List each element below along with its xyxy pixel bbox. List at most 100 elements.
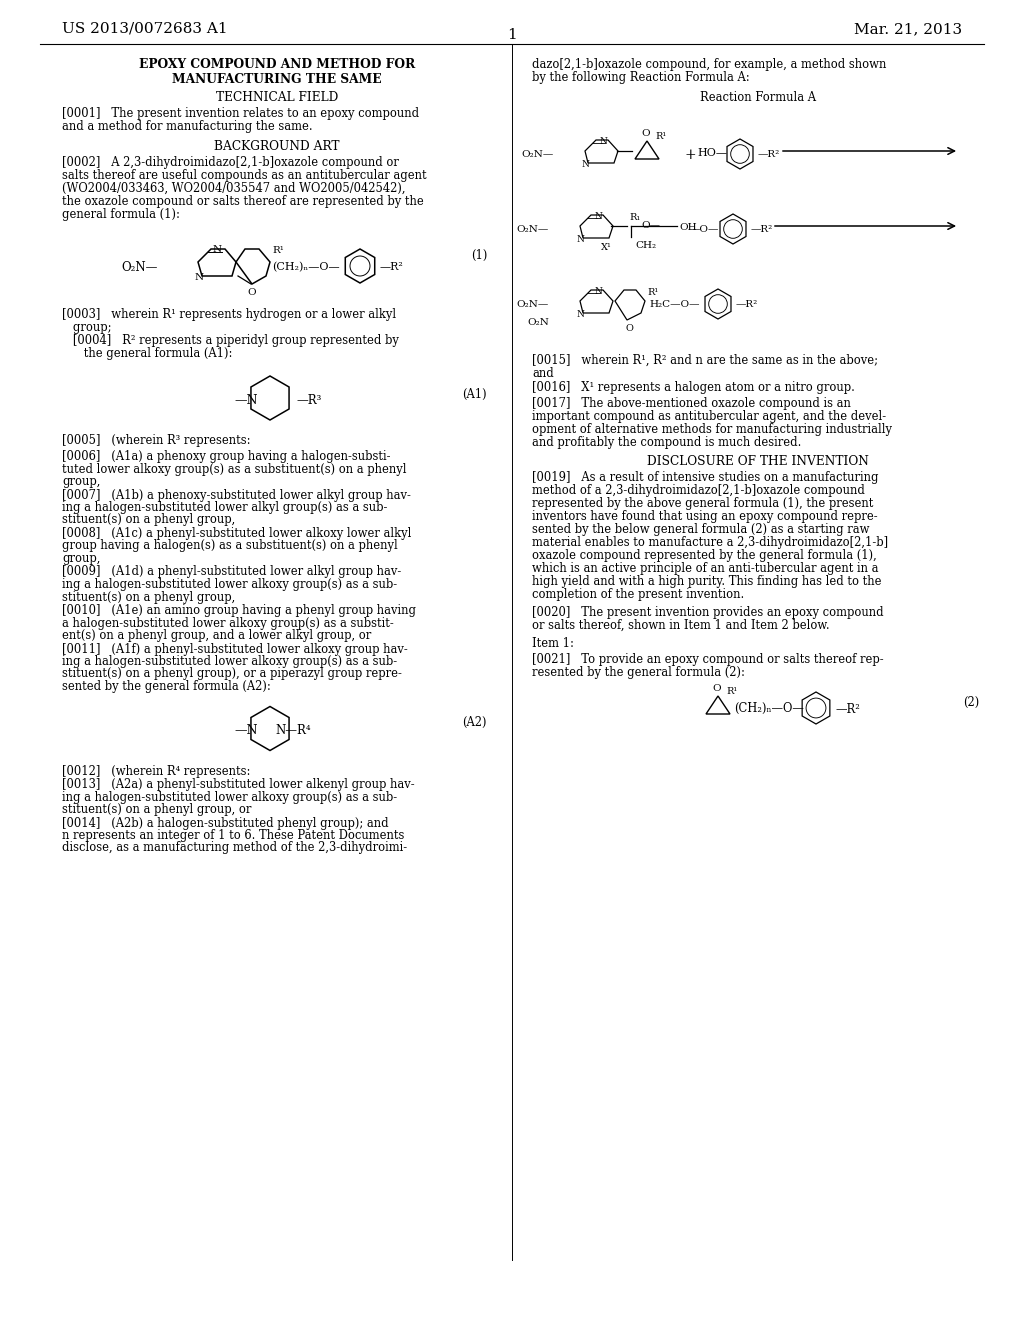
Text: opment of alternative methods for manufacturing industrially: opment of alternative methods for manufa…: [532, 422, 892, 436]
Text: group,: group,: [62, 552, 100, 565]
Text: DISCLOSURE OF THE INVENTION: DISCLOSURE OF THE INVENTION: [647, 455, 869, 469]
Text: (CH₂)ₙ—O—: (CH₂)ₙ—O—: [734, 702, 804, 715]
Text: O—: O—: [641, 220, 660, 230]
Text: N: N: [212, 246, 221, 253]
Text: —R³: —R³: [296, 393, 322, 407]
Text: general formula (1):: general formula (1):: [62, 209, 180, 220]
Text: group having a halogen(s) as a substituent(s) on a phenyl: group having a halogen(s) as a substitue…: [62, 540, 397, 553]
Text: EPOXY COMPOUND AND METHOD FOR: EPOXY COMPOUND AND METHOD FOR: [139, 58, 415, 71]
Text: (1): (1): [471, 249, 487, 261]
Text: dazo[2,1-b]oxazole compound, for example, a method shown: dazo[2,1-b]oxazole compound, for example…: [532, 58, 887, 71]
Text: stituent(s) on a phenyl group, or: stituent(s) on a phenyl group, or: [62, 803, 251, 816]
Text: HO—: HO—: [697, 148, 727, 158]
Text: O: O: [713, 684, 721, 693]
Text: and: and: [532, 367, 554, 380]
Text: CH₂: CH₂: [635, 242, 656, 249]
Text: resented by the general formula (2):: resented by the general formula (2):: [532, 667, 744, 678]
Text: [0003]   wherein R¹ represents hydrogen or a lower alkyl: [0003] wherein R¹ represents hydrogen or…: [62, 308, 396, 321]
Text: O₂N—: O₂N—: [522, 150, 554, 158]
Text: N: N: [577, 310, 584, 319]
Text: —N: —N: [234, 393, 257, 407]
Text: N: N: [195, 273, 204, 282]
Text: O: O: [642, 129, 650, 139]
Text: ent(s) on a phenyl group, and a lower alkyl group, or: ent(s) on a phenyl group, and a lower al…: [62, 630, 372, 642]
Text: method of a 2,3-dihydroimidazo[2,1-b]oxazole compound: method of a 2,3-dihydroimidazo[2,1-b]oxa…: [532, 484, 865, 498]
Text: material enables to manufacture a 2,3-dihydroimidazo[2,1-b]: material enables to manufacture a 2,3-di…: [532, 536, 888, 549]
Text: (A1): (A1): [463, 388, 487, 401]
Text: —R²: —R²: [736, 300, 758, 309]
Text: the general formula (A1):: the general formula (A1):: [62, 347, 232, 360]
Text: [0005]   (wherein R³ represents:: [0005] (wherein R³ represents:: [62, 434, 251, 447]
Text: inventors have found that using an epoxy compound repre-: inventors have found that using an epoxy…: [532, 510, 878, 523]
Text: ing a halogen-substituted lower alkyl group(s) as a sub-: ing a halogen-substituted lower alkyl gr…: [62, 502, 387, 513]
Text: salts thereof are useful compounds as an antitubercular agent: salts thereof are useful compounds as an…: [62, 169, 427, 182]
Text: O₂N—: O₂N—: [517, 300, 549, 309]
Text: group;: group;: [62, 321, 112, 334]
Text: ing a halogen-substituted lower alkoxy group(s) as a sub-: ing a halogen-substituted lower alkoxy g…: [62, 578, 397, 591]
Text: TECHNICAL FIELD: TECHNICAL FIELD: [216, 91, 338, 104]
Text: (CH₂)ₙ—O—: (CH₂)ₙ—O—: [272, 261, 340, 272]
Text: [0002]   A 2,3-dihydroimidazo[2,1-b]oxazole compound or: [0002] A 2,3-dihydroimidazo[2,1-b]oxazol…: [62, 156, 399, 169]
Text: O₂N—: O₂N—: [122, 261, 158, 275]
Text: (WO2004/033463, WO2004/035547 and WO2005/042542),: (WO2004/033463, WO2004/035547 and WO2005…: [62, 182, 406, 195]
Text: [0017]   The above-mentioned oxazole compound is an: [0017] The above-mentioned oxazole compo…: [532, 397, 851, 411]
Text: by the following Reaction Formula A:: by the following Reaction Formula A:: [532, 71, 750, 84]
Text: BACKGROUND ART: BACKGROUND ART: [214, 140, 340, 153]
Text: —R²: —R²: [835, 704, 860, 715]
Text: Reaction Formula A: Reaction Formula A: [700, 91, 816, 104]
Text: disclose, as a manufacturing method of the 2,3-dihydroimi-: disclose, as a manufacturing method of t…: [62, 842, 408, 854]
Text: group,: group,: [62, 475, 100, 488]
Text: the oxazole compound or salts thereof are represented by the: the oxazole compound or salts thereof ar…: [62, 195, 424, 209]
Text: X¹: X¹: [601, 243, 612, 252]
Text: and a method for manufacturing the same.: and a method for manufacturing the same.: [62, 120, 312, 133]
Text: (A2): (A2): [463, 715, 487, 729]
Text: H₂C—O—: H₂C—O—: [649, 300, 699, 309]
Text: —R²: —R²: [380, 261, 403, 272]
Text: high yield and with a high purity. This finding has led to the: high yield and with a high purity. This …: [532, 576, 882, 587]
Text: [0013]   (A2a) a phenyl-substituted lower alkenyl group hav-: [0013] (A2a) a phenyl-substituted lower …: [62, 777, 415, 791]
Text: [0020]   The present invention provides an epoxy compound: [0020] The present invention provides an…: [532, 606, 884, 619]
Text: 1: 1: [507, 28, 517, 42]
Text: ing a halogen-substituted lower alkoxy group(s) as a sub-: ing a halogen-substituted lower alkoxy g…: [62, 791, 397, 804]
Text: stituent(s) on a phenyl group,: stituent(s) on a phenyl group,: [62, 513, 236, 527]
Text: [0014]   (A2b) a halogen-substituted phenyl group); and: [0014] (A2b) a halogen-substituted pheny…: [62, 817, 389, 829]
Text: O: O: [248, 288, 256, 297]
Text: ing a halogen-substituted lower alkoxy group(s) as a sub-: ing a halogen-substituted lower alkoxy g…: [62, 655, 397, 668]
Text: O: O: [625, 323, 633, 333]
Text: —R²: —R²: [751, 224, 773, 234]
Text: stituent(s) on a phenyl group), or a piperazyl group repre-: stituent(s) on a phenyl group), or a pip…: [62, 668, 401, 681]
Text: [0008]   (A1c) a phenyl-substituted lower alkoxy lower alkyl: [0008] (A1c) a phenyl-substituted lower …: [62, 527, 412, 540]
Text: [0006]   (A1a) a phenoxy group having a halogen-substi-: [0006] (A1a) a phenoxy group having a ha…: [62, 450, 390, 463]
Text: O₂N—: O₂N—: [517, 224, 549, 234]
Text: oxazole compound represented by the general formula (1),: oxazole compound represented by the gene…: [532, 549, 877, 562]
Text: [0021]   To provide an epoxy compound or salts thereof rep-: [0021] To provide an epoxy compound or s…: [532, 653, 884, 667]
Text: US 2013/0072683 A1: US 2013/0072683 A1: [62, 22, 227, 36]
Text: Mar. 21, 2013: Mar. 21, 2013: [854, 22, 962, 36]
Text: tuted lower alkoxy group(s) as a substituent(s) on a phenyl: tuted lower alkoxy group(s) as a substit…: [62, 462, 407, 475]
Text: sented by the below general formula (2) as a starting raw: sented by the below general formula (2) …: [532, 523, 869, 536]
Text: —R²: —R²: [758, 150, 780, 158]
Text: [0015]   wherein R¹, R² and n are the same as in the above;: [0015] wherein R¹, R² and n are the same…: [532, 354, 878, 367]
Text: [0007]   (A1b) a phenoxy-substituted lower alkyl group hav-: [0007] (A1b) a phenoxy-substituted lower…: [62, 488, 411, 502]
Text: stituent(s) on a phenyl group,: stituent(s) on a phenyl group,: [62, 590, 236, 603]
Text: +: +: [684, 148, 696, 162]
Text: N: N: [594, 213, 602, 220]
Text: represented by the above general formula (1), the present: represented by the above general formula…: [532, 498, 873, 510]
Text: OH: OH: [679, 223, 696, 232]
Text: Item 1:: Item 1:: [532, 638, 573, 649]
Text: a halogen-substituted lower alkoxy group(s) as a substit-: a halogen-substituted lower alkoxy group…: [62, 616, 394, 630]
Text: [0009]   (A1d) a phenyl-substituted lower alkyl group hav-: [0009] (A1d) a phenyl-substituted lower …: [62, 565, 401, 578]
Text: which is an active principle of an anti-tubercular agent in a: which is an active principle of an anti-…: [532, 562, 879, 576]
Text: [0012]   (wherein R⁴ represents:: [0012] (wherein R⁴ represents:: [62, 764, 251, 777]
Text: or salts thereof, shown in Item 1 and Item 2 below.: or salts thereof, shown in Item 1 and It…: [532, 619, 829, 632]
Text: [0004]   R² represents a piperidyl group represented by: [0004] R² represents a piperidyl group r…: [62, 334, 399, 347]
Text: (2): (2): [963, 696, 979, 709]
Text: N: N: [582, 160, 589, 169]
Text: N—R⁴: N—R⁴: [275, 725, 310, 738]
Text: [0001]   The present invention relates to an epoxy compound: [0001] The present invention relates to …: [62, 107, 419, 120]
Text: [0019]   As a result of intensive studies on a manufacturing: [0019] As a result of intensive studies …: [532, 471, 879, 484]
Text: completion of the present invention.: completion of the present invention.: [532, 587, 744, 601]
Text: [0010]   (A1e) an amino group having a phenyl group having: [0010] (A1e) an amino group having a phe…: [62, 605, 416, 616]
Text: R₁: R₁: [629, 213, 640, 222]
Text: MANUFACTURING THE SAME: MANUFACTURING THE SAME: [172, 73, 382, 86]
